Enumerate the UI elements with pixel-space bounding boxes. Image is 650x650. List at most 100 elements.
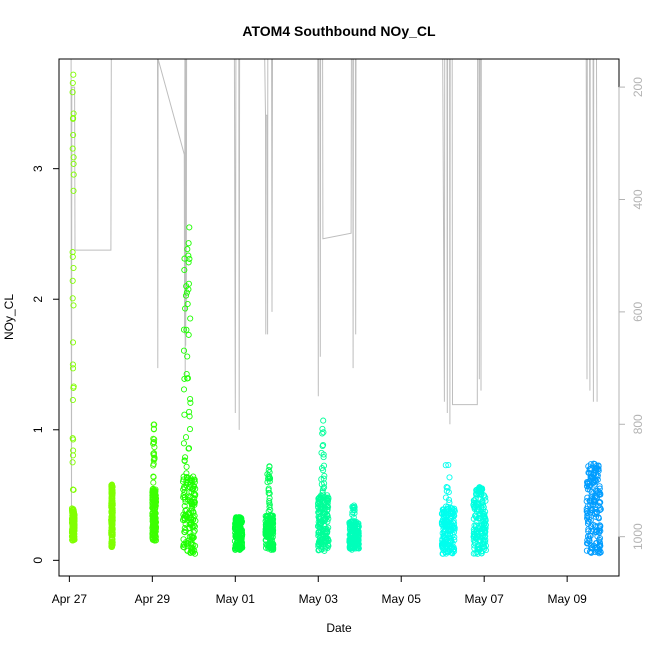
data-point (449, 547, 457, 554)
data-point (445, 496, 453, 503)
data-point (187, 540, 194, 547)
flight-series (583, 460, 604, 557)
data-point (262, 529, 269, 536)
data-point (441, 513, 448, 521)
data-point (70, 264, 77, 272)
data-point (108, 527, 115, 534)
data-point (150, 450, 158, 457)
x-tick-label: May 01 (216, 592, 256, 606)
data-point (353, 527, 360, 534)
data-point (191, 483, 198, 490)
data-point (70, 115, 77, 122)
data-point (70, 154, 77, 161)
data-point (478, 507, 485, 515)
data-point (265, 524, 272, 531)
data-point (596, 483, 603, 490)
data-point (181, 375, 188, 382)
data-point (474, 503, 481, 510)
data-point (186, 408, 193, 415)
data-point (182, 454, 189, 461)
data-point (478, 504, 485, 511)
data-point (70, 171, 77, 178)
flight-series (470, 484, 489, 557)
data-point (323, 500, 330, 507)
data-point (70, 513, 77, 520)
data-point (181, 411, 188, 418)
data-point (70, 302, 77, 309)
data-point (185, 259, 192, 266)
x-axis-label: Date (326, 621, 352, 635)
data-point (185, 252, 192, 259)
data-point (151, 436, 158, 443)
data-point (349, 523, 356, 530)
x-tick-label: May 05 (382, 592, 422, 606)
data-point (70, 110, 77, 117)
data-point (264, 512, 271, 519)
y-axis-label: NOy_CL (2, 294, 16, 340)
data-point (474, 525, 481, 532)
data-point (150, 530, 157, 537)
data-point (185, 445, 193, 452)
data-point (69, 295, 76, 302)
data-point (444, 506, 451, 513)
data-point (451, 505, 458, 512)
data-point (69, 396, 76, 404)
data-point (596, 550, 603, 557)
data-point (320, 475, 327, 482)
data-point (482, 508, 489, 515)
data-point (446, 542, 453, 549)
data-point (109, 526, 116, 533)
data-point (109, 531, 116, 538)
data-point (69, 79, 76, 87)
data-point (475, 490, 483, 498)
data-point (182, 434, 190, 441)
y-tick-label: 1 (31, 426, 45, 433)
data-point (440, 510, 447, 517)
data-point (592, 476, 599, 483)
data-point (594, 527, 601, 534)
data-point (586, 486, 593, 493)
data-point-max (351, 502, 358, 509)
data-point (481, 524, 489, 531)
data-point (181, 528, 188, 535)
data-point (265, 508, 272, 515)
data-point (108, 494, 115, 501)
data-point (321, 472, 328, 479)
data-point (592, 545, 599, 552)
data-point (150, 474, 157, 481)
data-point-max (70, 71, 77, 78)
data-point (443, 487, 450, 495)
data-point (70, 486, 77, 493)
data-point (190, 473, 197, 480)
data-point (238, 545, 245, 552)
data-point (482, 542, 489, 549)
data-point (108, 515, 115, 522)
data-point (68, 506, 76, 514)
data-point (325, 495, 332, 502)
data-point (108, 542, 115, 549)
data-point (354, 538, 361, 545)
data-point (444, 521, 451, 528)
data-point-max (235, 514, 242, 521)
data-point (182, 507, 189, 514)
data-point (191, 498, 198, 506)
data-point (181, 266, 188, 274)
flight-series (149, 421, 160, 544)
data-point (593, 509, 600, 516)
x-tick-label: May 07 (465, 592, 505, 606)
data-point (69, 339, 77, 346)
data-point (474, 544, 481, 551)
data-point (265, 520, 272, 527)
data-point (70, 187, 77, 194)
data-point (109, 483, 116, 491)
data-point (266, 521, 273, 528)
data-point (70, 527, 77, 534)
data-point (69, 452, 77, 459)
data-point (347, 537, 354, 544)
data-point (449, 511, 456, 518)
data-point (443, 484, 450, 491)
data-point (592, 501, 599, 508)
x-axis: Apr 27 Apr 29 May 01 May 03 May 05 May 07 May … (52, 575, 587, 606)
data-point (471, 497, 478, 504)
data-point (481, 514, 488, 521)
